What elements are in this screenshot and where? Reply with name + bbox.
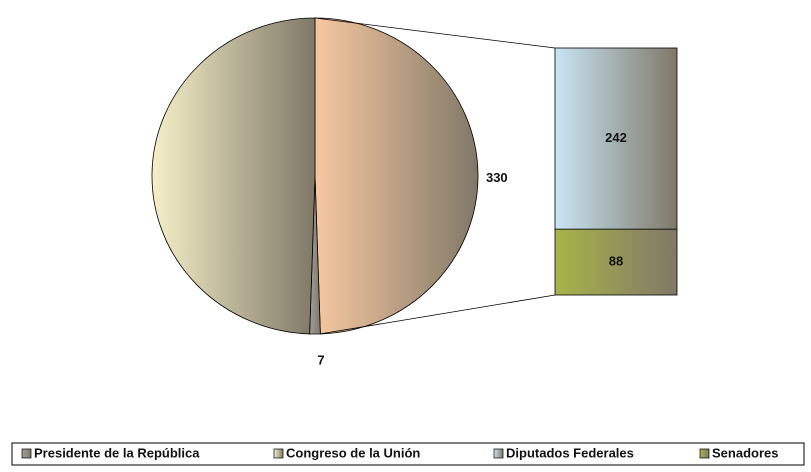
legend-box	[11, 442, 805, 466]
legend-swatch	[699, 448, 710, 459]
pie-slice-other	[314, 17, 479, 335]
pie-slice	[151, 17, 316, 335]
legend-label: Congreso de la Unión	[286, 445, 420, 460]
bar-segment	[554, 228, 678, 296]
legend-swatch	[21, 448, 32, 459]
data-label: 242	[605, 130, 627, 145]
connector	[320, 294, 556, 335]
legend-swatch	[493, 448, 504, 459]
data-label: 88	[609, 254, 623, 269]
legend-label: Senadores	[712, 445, 778, 460]
bar-segment	[554, 47, 678, 230]
connector	[314, 17, 556, 49]
data-label: 7	[317, 352, 324, 367]
legend-label: Diputados Federales	[506, 445, 634, 460]
legend-label: Presidente de la República	[34, 445, 200, 460]
legend-swatch	[273, 448, 284, 459]
data-label: 330	[486, 170, 508, 185]
